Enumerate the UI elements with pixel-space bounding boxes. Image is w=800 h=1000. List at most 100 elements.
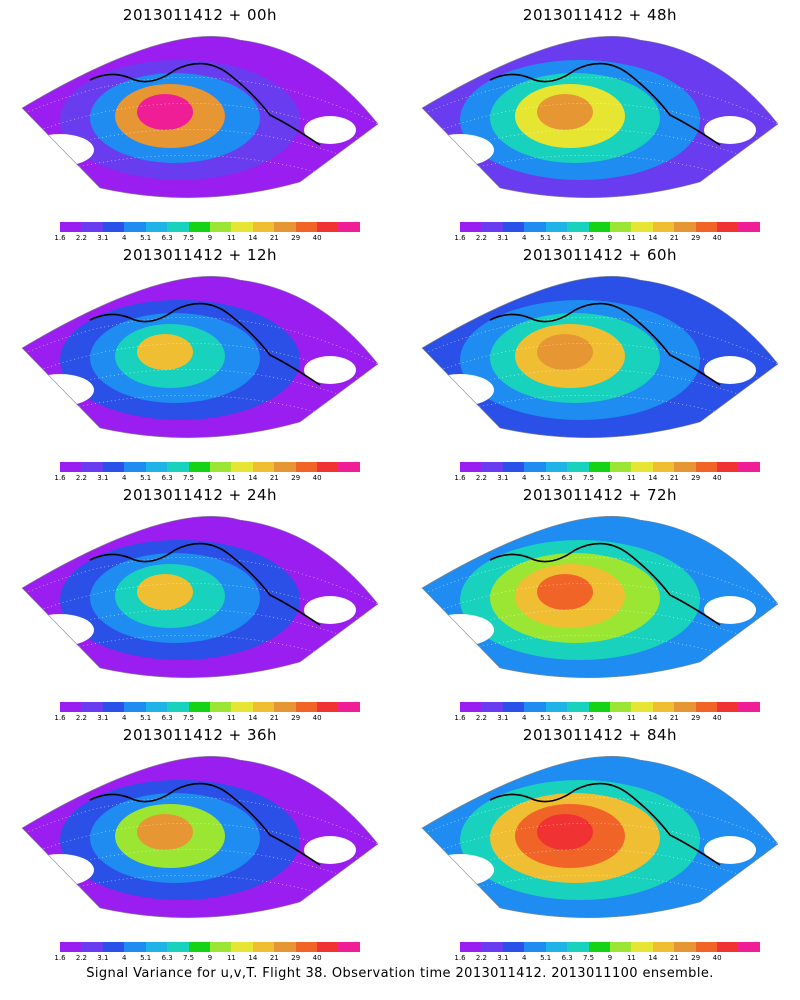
panel-title: 2013011412 + 84h xyxy=(522,726,678,744)
coastline xyxy=(89,302,321,386)
colorbar-swatch xyxy=(274,222,296,232)
colorbar-swatch xyxy=(252,462,275,472)
map-boundary xyxy=(421,35,779,198)
colorbar-swatch xyxy=(631,702,653,712)
colorbar-tick-label: 14 xyxy=(248,954,258,962)
latitude-line xyxy=(22,317,378,371)
forecast-panel: 2013011412 + 36h 1.6 2.2 3.1 4 5.1 6.3 7.5 9 11 14… xyxy=(0,720,400,962)
colorbar-swatch xyxy=(188,942,210,952)
colorbar-swatch xyxy=(674,462,696,472)
latitude-line xyxy=(22,77,378,131)
colorbar-tick-label: 14 xyxy=(648,954,658,962)
colorbar-tick-label: 40 xyxy=(312,234,322,242)
coastline xyxy=(489,62,721,146)
colorbar-tick-label: 11 xyxy=(226,714,236,722)
colorbar-swatch xyxy=(60,702,82,712)
colorbar-tick-label: 7.5 xyxy=(582,234,595,242)
colorbar-tick-label: 5.1 xyxy=(540,474,552,482)
colorbar-swatch xyxy=(231,222,253,232)
colorbar-tick-label: 3.1 xyxy=(97,474,109,482)
colorbar-swatch xyxy=(102,222,125,232)
coastline xyxy=(489,302,721,386)
map-boundary xyxy=(21,275,379,438)
colorbar-swatch xyxy=(695,462,718,472)
map-boundary xyxy=(421,275,779,438)
colorbar-swatch xyxy=(188,462,210,472)
colorbar-tick-label: 14 xyxy=(648,714,658,722)
low-variance-area xyxy=(704,596,756,624)
colorbar-swatch xyxy=(231,702,253,712)
colorbar-swatch xyxy=(738,222,760,232)
colorbar-tick-label: 7.5 xyxy=(182,954,195,962)
colorbar-tick-label: 21 xyxy=(669,234,679,242)
colorbar-tick-label: 2.2 xyxy=(75,954,87,962)
colorbar xyxy=(60,462,360,472)
colorbar-swatch xyxy=(81,702,103,712)
colorbar-tick-label: 1.6 xyxy=(54,714,66,722)
colorbar-swatch xyxy=(102,942,125,952)
variance-contour xyxy=(137,94,193,130)
figure-caption: Signal Variance for u,v,T. Flight 38. Ob… xyxy=(86,966,714,981)
colorbar-tick-label: 6.3 xyxy=(161,234,173,242)
colorbar-swatch xyxy=(167,462,189,472)
colorbar-tick-label: 1.6 xyxy=(454,714,466,722)
colorbar-swatch xyxy=(524,462,546,472)
colorbar-tick-label: 2.2 xyxy=(475,474,487,482)
colorbar-tick-label: 40 xyxy=(712,954,722,962)
colorbar-tick-label: 4 xyxy=(122,954,127,962)
colorbar-tick-label: 29 xyxy=(291,714,301,722)
colorbar-tick-label: 29 xyxy=(291,954,301,962)
colorbar-swatch xyxy=(524,702,546,712)
variance-map xyxy=(21,755,379,918)
latitude-line xyxy=(422,557,778,611)
colorbar-swatch xyxy=(460,702,482,712)
colorbar-swatch xyxy=(60,462,82,472)
colorbar-swatch xyxy=(317,222,339,232)
colorbar-swatch xyxy=(317,942,339,952)
colorbar xyxy=(460,702,760,712)
colorbar-tick-label: 29 xyxy=(691,954,701,962)
colorbar-swatch xyxy=(231,462,253,472)
low-variance-area xyxy=(26,134,94,166)
colorbar-swatch xyxy=(588,702,610,712)
colorbar-swatch xyxy=(209,222,232,232)
colorbar-tick-label: 3.1 xyxy=(497,474,509,482)
low-variance-area xyxy=(426,854,494,886)
colorbar-swatch xyxy=(567,462,589,472)
colorbar-tick-label: 11 xyxy=(626,474,636,482)
colorbar-tick-label: 2.2 xyxy=(475,234,487,242)
colorbar-ticks: 1.6 2.2 3.1 4 5.1 6.3 7.5 9 11 14 21 29 40 xyxy=(54,954,360,964)
colorbar-swatch xyxy=(695,702,718,712)
colorbar-tick-label: 4 xyxy=(122,474,127,482)
colorbar-tick-label: 1.6 xyxy=(54,234,66,242)
latitude-line xyxy=(22,557,378,611)
colorbar-swatch xyxy=(545,462,568,472)
colorbar-swatch xyxy=(231,942,253,952)
colorbar-swatch xyxy=(652,702,675,712)
colorbar-swatch xyxy=(295,702,318,712)
colorbar-swatch xyxy=(631,462,653,472)
colorbar-tick-label: 9 xyxy=(207,954,213,962)
variance-contour xyxy=(537,574,593,610)
colorbar-swatch xyxy=(545,942,568,952)
colorbar-swatch xyxy=(145,702,168,712)
colorbar-swatch xyxy=(274,942,296,952)
variance-map xyxy=(421,755,779,918)
coastline xyxy=(89,542,321,626)
low-variance-area xyxy=(26,854,94,886)
colorbar-swatch xyxy=(631,942,653,952)
colorbar-tick-label: 4 xyxy=(522,474,527,482)
colorbar-swatch xyxy=(524,942,546,952)
variance-contour xyxy=(137,574,193,610)
colorbar-swatch xyxy=(588,462,610,472)
colorbar-tick-label: 7.5 xyxy=(182,234,195,242)
colorbar-tick-label: 1.6 xyxy=(454,474,466,482)
colorbar-tick-label: 9 xyxy=(607,474,613,482)
variance-contour xyxy=(537,814,593,850)
forecast-panel: 2013011412 + 24h 1.6 2.2 3.1 4 5.1 6.3 7.5 9 11 14… xyxy=(0,480,400,722)
colorbar-swatch xyxy=(738,702,760,712)
colorbar-swatch xyxy=(252,222,275,232)
panel-title: 2013011412 + 48h xyxy=(522,6,678,24)
colorbar-swatch xyxy=(60,222,82,232)
colorbar-tick-label: 9 xyxy=(207,714,213,722)
